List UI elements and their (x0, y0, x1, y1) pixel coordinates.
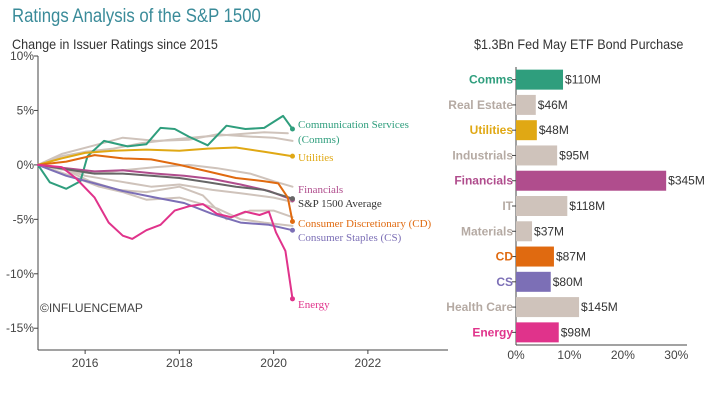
bar-value-label: $46M (538, 98, 568, 112)
bar-category-label: Comms (469, 73, 513, 87)
bar-category-label: Materials (461, 224, 513, 238)
watermark: ©INFLUENCEMAP (40, 301, 143, 315)
x-tick-label: 2016 (72, 356, 99, 370)
bar-value-label: $37M (534, 224, 564, 238)
series-line (37, 163, 294, 200)
series-label: Consumer Discretionary (CD) (298, 218, 432, 230)
bar-value-label: $145M (581, 300, 618, 314)
series-label: Utilities (298, 152, 333, 164)
bar-value-label: $80M (553, 275, 583, 289)
bar-value-label: $345M (668, 174, 705, 188)
bar-x-tick-label: 10% (557, 348, 581, 362)
line-chart-panel: 10% 5% 0% -5% -10% -15% 2016 2018 2020 2022 Commun… (6, 49, 448, 370)
bar (516, 145, 558, 166)
bar-x-tick-label: 0% (507, 348, 525, 362)
series-label: (Comms) (298, 134, 340, 146)
bar (516, 170, 667, 191)
line-chart-title: Change in Issuer Ratings since 2015 (12, 36, 218, 52)
series-line (37, 163, 294, 232)
series-line (37, 163, 294, 201)
bar (516, 69, 564, 90)
series-label: Consumer Staples (CS) (298, 232, 402, 244)
bar (516, 94, 536, 115)
bar-category-label: Energy (472, 325, 513, 339)
y-tick-label: -15% (6, 321, 34, 335)
series-line (37, 154, 294, 223)
series-endpoint (289, 196, 295, 202)
y-tick-label: -5% (13, 212, 35, 226)
series-line (37, 146, 294, 166)
bar-value-label: $87M (556, 250, 586, 264)
series-endpoint (289, 153, 295, 159)
bar-x-tick-label: 30% (664, 348, 688, 362)
background-sector-line (37, 133, 294, 166)
bar-x-tick-label: 20% (611, 348, 635, 362)
bar-category-label: Health Care (446, 300, 513, 314)
x-tick-label: 2022 (355, 356, 382, 370)
y-tick-label: -10% (6, 267, 34, 281)
series-endpoint (289, 219, 295, 225)
bar-value-label: $48M (539, 123, 569, 137)
series-label: Financials (298, 184, 343, 196)
x-tick-label: 2018 (166, 356, 193, 370)
x-tick-label: 2020 (260, 356, 287, 370)
series-endpoint (289, 296, 295, 302)
bar-value-label: $110M (565, 73, 601, 87)
bar (516, 246, 554, 267)
background-sector-line (37, 163, 294, 203)
series-label: Communication Services (298, 119, 409, 131)
series-label: Energy (298, 299, 330, 311)
bar-chart-panel: 0% 10% 20% 30% Comms $110M Real Estate $46M Util… (446, 67, 705, 362)
bar-category-label: IT (502, 199, 513, 213)
y-tick-label: 10% (10, 49, 34, 63)
bar (516, 271, 551, 292)
bar (516, 322, 559, 343)
series-line (37, 114, 294, 190)
y-tick-label: 5% (17, 103, 35, 117)
bar (516, 196, 568, 216)
bar-value-label: $95M (559, 148, 589, 162)
bar-value-label: $118M (569, 199, 605, 213)
bar (516, 120, 537, 141)
y-tick-label: 0% (17, 158, 35, 172)
bar-category-label: Industrials (452, 148, 513, 162)
series-label: S&P 1500 Average (298, 198, 382, 210)
bar (516, 221, 533, 242)
bar-category-label: CD (496, 250, 514, 264)
series-endpoint (289, 227, 295, 233)
bar-value-label: $98M (561, 325, 591, 339)
series-line (37, 163, 294, 300)
bar-category-label: Real Estate (448, 98, 513, 112)
bar-chart-title: $1.3Bn Fed May ETF Bond Purchase (474, 36, 684, 52)
bar-category-label: Utilities (470, 123, 514, 137)
bar-category-label: CS (496, 275, 513, 289)
series-endpoint (289, 126, 295, 132)
bar-category-label: Financials (454, 174, 513, 188)
bar (516, 297, 580, 318)
page-title: Ratings Analysis of the S&P 1500 (12, 6, 261, 27)
